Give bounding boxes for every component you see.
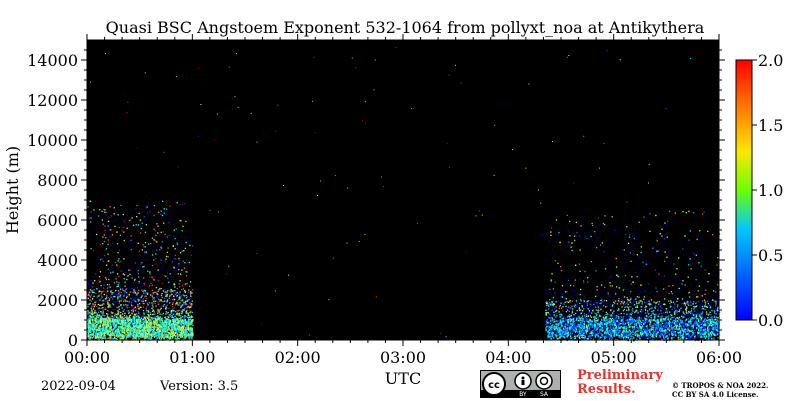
copyright-notice: © TROPOS & NOA 2022. CC BY SA 4.0 Licens… (672, 381, 768, 399)
y-tick-label: 6000 (37, 211, 78, 230)
x-tick-label: 03:00 (380, 348, 426, 367)
y-tick-label: 4000 (37, 251, 78, 270)
sa-label: SA (540, 391, 549, 397)
cc-icon-text: cc (488, 380, 500, 391)
x-tick-label: 00:00 (64, 348, 110, 367)
x-axis-label: UTC (385, 369, 421, 388)
copyright-line2: CC BY SA 4.0 License. (672, 390, 768, 399)
y-tick-label: 10000 (27, 131, 78, 150)
y-tick-label: 12000 (27, 91, 78, 110)
y-axis-label: Height (m) (3, 146, 22, 234)
colorbar-tick-label: 1.5 (758, 116, 783, 135)
y-tick-label: 2000 (37, 291, 78, 310)
y-tick-label: 8000 (37, 171, 78, 190)
copyright-line1: © TROPOS & NOA 2022. (672, 381, 768, 390)
preliminary-line1: Preliminary (577, 369, 663, 383)
colorbar-tick-label: 0.5 (758, 246, 783, 265)
x-tick-label: 04:00 (485, 348, 531, 367)
chart-title: Quasi BSC Angstoem Exponent 532-1064 fro… (106, 18, 705, 37)
by-label: BY (519, 391, 527, 397)
date-label: 2022-09-04 (41, 379, 116, 394)
sa-icon (536, 373, 552, 389)
y-tick-label: 0 (68, 331, 78, 350)
version-label: Version: 3.5 (160, 379, 238, 394)
colorbar-ticks: 0.0 0.5 1.0 1.5 2.0 (752, 51, 783, 330)
x-tick-label: 06:00 (696, 348, 742, 367)
y-tick-label: 14000 (27, 51, 78, 70)
colorbar-tick-label: 0.0 (758, 311, 783, 330)
colorbar (736, 60, 752, 320)
x-tick-label: 02:00 (275, 348, 321, 367)
preliminary-line2: Results. (577, 383, 663, 397)
colorbar-tick-label: 1.0 (758, 181, 783, 200)
cc-license-badge[interactable]: cc BY SA (480, 370, 561, 398)
x-tick-label: 01:00 (169, 348, 215, 367)
x-tick-label: 05:00 (591, 348, 637, 367)
preliminary-notice: Preliminary Results. (577, 369, 663, 397)
plot-area (87, 40, 719, 340)
colorbar-tick-label: 2.0 (758, 51, 783, 70)
